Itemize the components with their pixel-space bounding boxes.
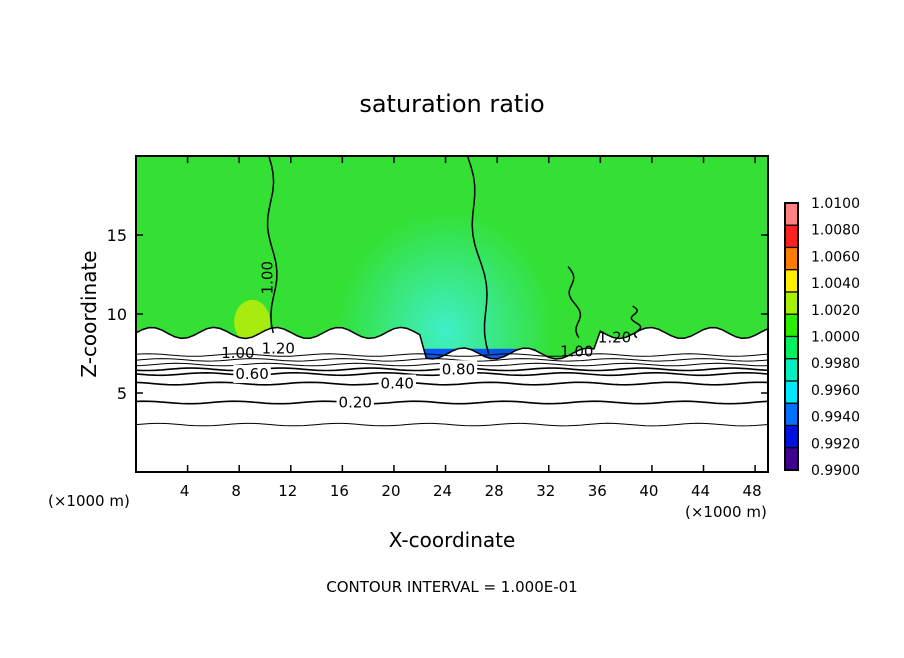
contour-label: 0.60 <box>235 365 268 383</box>
plot-area: 0.20 0.40 0.60 0.80 1.00 1.20 1.00 1.20 1.00 <box>136 156 768 472</box>
x-tick-label: 40 <box>639 482 658 500</box>
colorbar-swatch <box>784 402 799 427</box>
colorbar-label: 1.0020 <box>811 303 860 319</box>
contour-label-bg <box>439 360 478 379</box>
colorbar-label: 1.0000 <box>811 330 860 346</box>
y-tick-label: 5 <box>117 384 127 403</box>
x-tick-label: 44 <box>691 482 710 500</box>
x-axis-label: X-coordinate <box>389 528 516 552</box>
contour-interval-footer: CONTOUR INTERVAL = 1.000E-01 <box>326 578 577 596</box>
contour-line-vertical <box>567 266 582 339</box>
colorbar-swatch <box>784 269 799 293</box>
contour-line <box>136 353 768 357</box>
chart-title: saturation ratio <box>359 90 544 118</box>
inline-contour-label: 1.20 <box>598 328 631 346</box>
colorbar-swatch <box>784 291 799 315</box>
inline-contour-label: 1.00 <box>221 344 254 362</box>
contour-line-vertical <box>266 156 278 334</box>
x-tick-label: 48 <box>743 482 762 500</box>
y-axis-label: Z-coordinate <box>77 250 101 377</box>
colorbar-label: 0.9920 <box>811 436 860 452</box>
colorbar-frame <box>784 202 799 471</box>
contour-line-vertical <box>630 305 642 339</box>
x-tick-label: 24 <box>433 482 452 500</box>
contour-line <box>136 381 768 386</box>
colorbar-swatch <box>784 335 799 360</box>
colorbar: 1.0100 1.0080 1.0060 1.0040 1.0020 1.0000 0.99… <box>784 196 860 479</box>
contour-label-bg <box>233 365 271 384</box>
colorbar-swatch <box>784 380 799 404</box>
dry-region <box>136 326 768 472</box>
colorbar-label: 0.9900 <box>811 463 860 479</box>
inline-contour-label: 1.20 <box>262 340 295 358</box>
contour-label-bg <box>336 393 374 412</box>
x-tick-label: 28 <box>485 482 504 500</box>
inline-contour-label: 1.00 <box>259 261 277 294</box>
colorbar-swatch <box>784 447 799 471</box>
x-unit-right: (×1000 m) <box>685 503 767 521</box>
x-tick-label: 8 <box>231 482 241 500</box>
contour-line-vertical <box>466 156 490 354</box>
colorbar-swatch <box>784 313 799 338</box>
y-tick-label: 10 <box>107 305 127 324</box>
x-tick-label: 4 <box>180 482 190 500</box>
colorbar-label: 1.0060 <box>811 249 860 265</box>
contour-label: 0.80 <box>442 360 475 378</box>
x-tick-label: 12 <box>278 482 297 500</box>
contour-label: 0.20 <box>339 393 372 411</box>
y-tick-label: 15 <box>107 226 127 245</box>
inline-contour-label: 1.00 <box>560 343 593 361</box>
colorbar-label: 1.0080 <box>811 223 860 239</box>
contour-label-bg <box>378 374 416 393</box>
y-axis: 5 10 15 <box>107 226 768 403</box>
contour-line <box>136 358 768 362</box>
colorbar-label: 0.9980 <box>811 356 860 372</box>
x-unit-left: (×1000 m) <box>48 492 130 510</box>
colorbar-swatch <box>784 224 799 249</box>
colorbar-swatch <box>784 358 799 382</box>
colorbar-label: 1.0100 <box>811 196 860 212</box>
x-axis: 4 8 12 16 20 24 28 32 36 40 44 48 <box>180 156 762 500</box>
colorbar-label: 1.0040 <box>811 276 860 292</box>
colorbar-label: 0.9940 <box>811 410 860 426</box>
colorbar-swatch <box>784 202 799 226</box>
x-tick-label: 32 <box>536 482 555 500</box>
x-tick-label: 16 <box>330 482 349 500</box>
colorbar-swatch <box>784 424 799 449</box>
x-tick-label: 36 <box>588 482 607 500</box>
contour-line <box>136 400 768 405</box>
x-tick-label: 20 <box>381 482 400 500</box>
colorbar-label: 0.9960 <box>811 383 860 399</box>
contour-line <box>136 422 768 427</box>
colorbar-swatch <box>784 246 799 271</box>
contour-label: 0.40 <box>381 375 414 393</box>
